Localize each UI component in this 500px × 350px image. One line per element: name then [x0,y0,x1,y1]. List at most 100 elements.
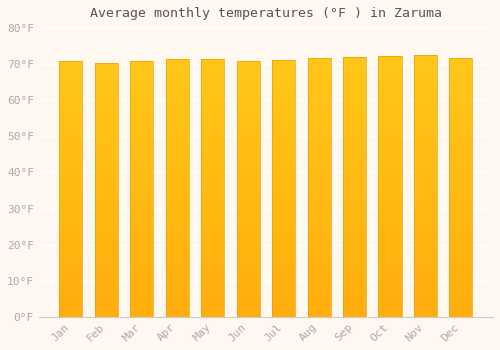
Bar [378,291,402,296]
Bar [201,291,224,296]
Bar [272,116,295,121]
Bar [130,250,154,255]
Bar [378,103,402,108]
Bar [272,60,295,65]
Bar [236,276,260,281]
Bar [414,86,437,92]
Bar [95,74,118,79]
Bar [378,61,402,66]
Bar [308,99,330,104]
Bar [236,183,260,189]
Bar [308,58,330,63]
Bar [414,296,437,301]
Bar [343,72,366,77]
Bar [343,233,366,239]
Bar [130,296,154,301]
Bar [414,238,437,244]
Bar [450,291,472,296]
Bar [343,62,366,67]
Bar [201,193,224,198]
Bar [308,213,330,218]
Bar [60,138,82,142]
Bar [272,70,295,75]
Bar [414,207,437,212]
Bar [272,65,295,70]
Bar [60,301,82,307]
Bar [60,117,82,122]
Bar [201,69,224,74]
Bar [450,270,472,275]
Bar [450,120,472,126]
Bar [272,234,295,240]
Bar [343,197,366,202]
Bar [414,76,437,81]
Bar [201,203,224,208]
Bar [130,122,154,127]
Bar [166,188,189,193]
Bar [343,239,366,244]
Bar [272,301,295,307]
Bar [414,55,437,317]
Bar [450,182,472,188]
Bar [201,59,224,64]
Bar [308,94,330,99]
Bar [60,312,82,317]
Bar [166,239,189,245]
Bar [272,60,295,317]
Bar [130,281,154,286]
Bar [130,91,154,96]
Bar [60,183,82,189]
Bar [95,302,118,307]
Bar [201,172,224,177]
Bar [414,134,437,139]
Bar [201,59,224,317]
Bar [450,172,472,177]
Bar [308,234,330,239]
Bar [201,100,224,105]
Bar [60,96,82,102]
Bar [60,132,82,138]
Bar [130,107,154,112]
Bar [450,131,472,136]
Bar [450,255,472,260]
Bar [201,110,224,116]
Bar [60,168,82,173]
Bar [450,69,472,74]
Bar [272,80,295,85]
Bar [450,74,472,79]
Bar [450,58,472,317]
Bar [130,271,154,276]
Bar [450,244,472,250]
Bar [272,230,295,235]
Bar [343,140,366,145]
Bar [450,312,472,317]
Bar [308,307,330,312]
Bar [308,203,330,208]
Bar [378,98,402,103]
Bar [343,208,366,213]
Bar [130,132,154,138]
Bar [95,216,118,220]
Bar [95,205,118,210]
Bar [414,254,437,259]
Bar [130,209,154,214]
Bar [450,296,472,301]
Bar [201,152,224,157]
Bar [308,130,330,135]
Bar [343,187,366,192]
Bar [272,137,295,142]
Bar [272,85,295,91]
Bar [236,189,260,194]
Bar [308,68,330,73]
Bar [201,234,224,239]
Bar [378,301,402,306]
Bar [378,212,402,218]
Bar [272,204,295,209]
Bar [236,240,260,245]
Bar [378,56,402,317]
Bar [130,189,154,194]
Bar [450,219,472,224]
Bar [272,250,295,255]
Bar [272,147,295,152]
Bar [272,178,295,183]
